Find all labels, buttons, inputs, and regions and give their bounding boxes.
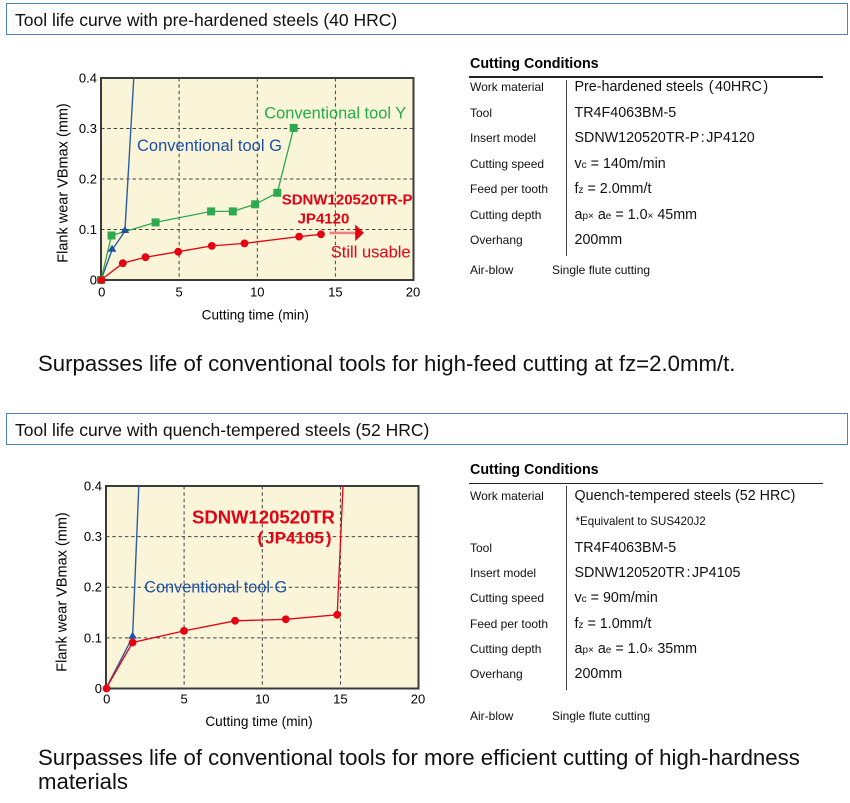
svg-text:0.4: 0.4 (84, 479, 102, 494)
svg-text:15: 15 (333, 692, 347, 707)
svg-text:Flank wear VBmax (mm): Flank wear VBmax (mm) (55, 512, 71, 672)
svg-text:20: 20 (406, 285, 420, 300)
svg-text:0.3: 0.3 (79, 121, 97, 136)
svg-text:Conventional tool G: Conventional tool G (137, 137, 282, 155)
svg-text:0: 0 (98, 285, 105, 300)
svg-text:20: 20 (411, 692, 425, 707)
svg-text:0: 0 (103, 692, 110, 707)
svg-text:5: 5 (175, 285, 182, 300)
svg-text:Flank wear VBmax (mm): Flank wear VBmax (mm) (56, 103, 72, 263)
svg-text:SDNW120520TR-P: SDNW120520TR-P (282, 191, 413, 208)
svg-text:0.2: 0.2 (84, 580, 102, 595)
svg-text:Cutting time (min): Cutting time (min) (202, 308, 309, 323)
svg-text:SDNW120520TR: SDNW120520TR (192, 506, 335, 527)
svg-text:15: 15 (328, 285, 342, 300)
svg-text:0.3: 0.3 (84, 529, 102, 544)
svg-text:5: 5 (180, 692, 187, 707)
svg-text:Conventional tool Y: Conventional tool Y (264, 104, 406, 122)
svg-text:0.1: 0.1 (79, 222, 97, 237)
svg-text:0.4: 0.4 (79, 71, 97, 86)
svg-text:0: 0 (90, 273, 97, 288)
svg-text:0.1: 0.1 (84, 631, 102, 646)
svg-text:(JP4105): (JP4105) (258, 529, 332, 548)
svg-text:Conventional tool G: Conventional tool G (144, 578, 287, 596)
svg-text:0: 0 (95, 681, 102, 696)
svg-text:Still usable: Still usable (331, 244, 411, 262)
svg-text:10: 10 (250, 285, 264, 300)
svg-text:10: 10 (255, 692, 269, 707)
svg-text:0.2: 0.2 (79, 172, 97, 187)
svg-text:JP4120: JP4120 (298, 210, 350, 227)
svg-text:Cutting time (min): Cutting time (min) (205, 714, 312, 729)
